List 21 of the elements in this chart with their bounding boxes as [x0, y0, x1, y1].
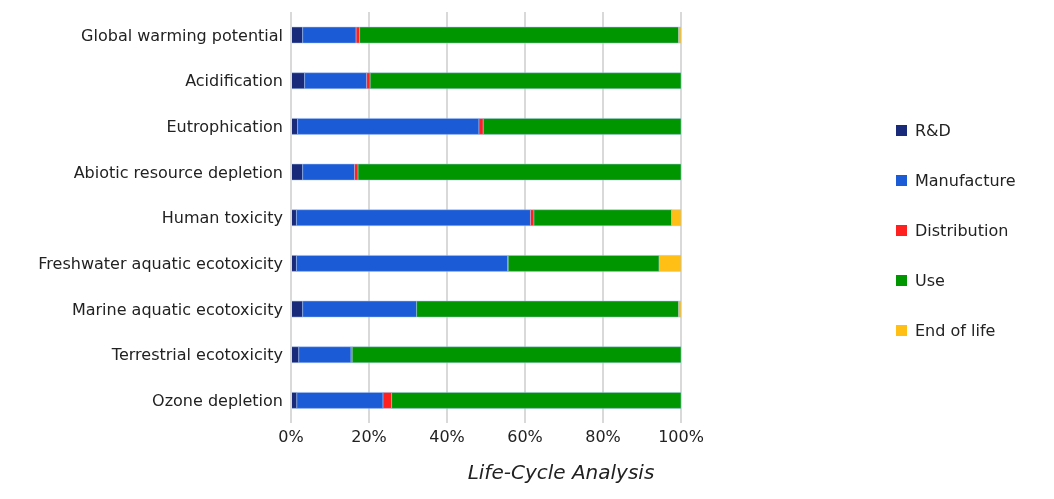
y-tick-label: Freshwater aquatic ecotoxicity — [38, 253, 283, 273]
legend-label: Manufacture — [915, 171, 1016, 190]
legend-label: End of life — [915, 321, 996, 340]
legend-label: Distribution — [915, 221, 1009, 240]
x-tick-label: 40% — [429, 427, 465, 447]
y-tick-label: Eutrophication — [166, 116, 283, 136]
y-tick-label: Global warming potential — [81, 25, 283, 45]
x-tick-label: 60% — [507, 427, 543, 447]
x-tick-label: 0% — [278, 427, 304, 447]
y-tick-label: Terrestrial ecotoxicity — [110, 345, 283, 365]
y-tick-label: Marine aquatic ecotoxicity — [71, 299, 283, 319]
y-tick-label: Ozone depletion — [152, 390, 283, 410]
legend-label: R&D — [915, 121, 951, 140]
legend-label: Use — [915, 271, 945, 290]
x-tick-label: 20% — [351, 427, 387, 447]
y-tick-label: Abiotic resource depletion — [73, 162, 283, 182]
x-axis-title: Life-Cycle Analysis — [466, 460, 656, 484]
y-tick-label: Acidification — [185, 71, 283, 91]
x-tick-label: 100% — [658, 427, 704, 447]
y-tick-label: Human toxicity — [161, 208, 283, 228]
x-tick-label: 80% — [585, 427, 621, 447]
